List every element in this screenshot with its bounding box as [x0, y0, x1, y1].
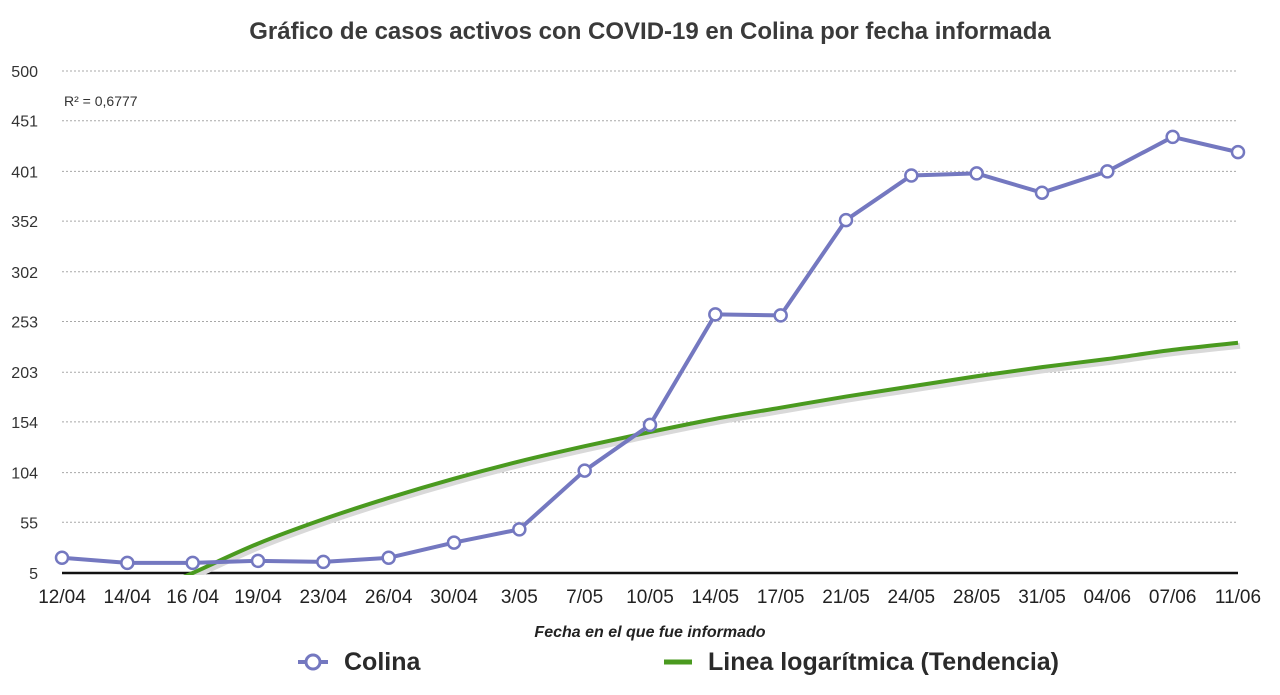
legend-label-colina: Colina [344, 647, 421, 676]
x-axis-ticks: 12/04 14/04 16 /04 19/04 23/04 26/04 30/04 3/05… [38, 587, 1261, 608]
y-tick-label: 500 [11, 64, 38, 81]
data-point [577, 463, 592, 478]
series-line-colina [61, 134, 1239, 565]
data-point [446, 535, 462, 550]
x-tick-label: 04/06 [1084, 587, 1132, 608]
x-tick-label: 14/05 [692, 587, 740, 608]
data-point [316, 554, 331, 570]
data-point [904, 168, 919, 183]
legend-marker-trendline [664, 659, 692, 665]
data-point [1230, 144, 1246, 160]
y-tick-label: 55 [20, 515, 38, 532]
x-tick-label: 28/05 [953, 587, 1001, 608]
x-tick-label: 30/04 [430, 587, 478, 608]
x-tick-label: 12/04 [38, 587, 86, 608]
y-tick-label: 154 [11, 415, 38, 432]
x-tick-label: 31/05 [1018, 587, 1066, 608]
data-point [642, 417, 658, 433]
x-tick-label: 14/04 [104, 587, 152, 608]
chart-title: Gráfico de casos activos con COVID-19 en… [249, 18, 1051, 45]
x-tick-label: 17/05 [757, 587, 805, 608]
data-point [54, 550, 70, 566]
x-tick-label: 16 /04 [166, 587, 219, 608]
y-tick-label: 203 [11, 365, 38, 382]
x-tick-label: 10/05 [626, 587, 674, 608]
r-squared-label: R² = 0,6777 [64, 93, 138, 109]
x-tick-label: 7/05 [566, 587, 603, 608]
data-point [708, 307, 723, 322]
x-tick-label: 19/04 [234, 587, 282, 608]
y-tick-label: 5 [29, 566, 38, 583]
x-tick-label: 26/04 [365, 587, 413, 608]
y-tick-label: 302 [11, 265, 38, 282]
y-tick-label: 401 [11, 164, 38, 181]
trendline-shadow [189, 342, 1241, 575]
x-axis-label: Fecha en el que fue informado [534, 624, 766, 641]
data-point [512, 522, 527, 537]
data-point [250, 553, 266, 569]
gridlines [62, 70, 1238, 523]
data-point [185, 555, 200, 571]
x-tick-label: 3/05 [501, 587, 538, 608]
x-tick-label: 07/06 [1149, 587, 1197, 608]
data-point [838, 212, 854, 228]
legend-item-colina: Colina [296, 645, 420, 679]
legend-item-trendline: Linea logarítmica (Tendencia) [662, 645, 1059, 679]
x-tick-label: 11/06 [1215, 587, 1261, 608]
data-point [381, 550, 396, 566]
x-tick-label: 23/04 [300, 587, 348, 608]
y-tick-label: 352 [11, 214, 38, 231]
y-tick-label: 451 [11, 114, 38, 131]
legend-marker-colina [298, 653, 328, 671]
series-layer [54, 129, 1246, 571]
data-point [1034, 185, 1050, 200]
data-point [969, 166, 984, 181]
data-point [1100, 164, 1115, 179]
data-point [773, 308, 788, 323]
legend-label-trendline: Linea logarítmica (Tendencia) [708, 647, 1060, 676]
data-point [1165, 129, 1180, 145]
y-tick-label: 253 [11, 314, 38, 331]
y-tick-label: 104 [11, 466, 38, 483]
data-point [120, 555, 135, 571]
x-tick-label: 21/05 [822, 587, 870, 608]
x-tick-label: 24/05 [888, 587, 936, 608]
